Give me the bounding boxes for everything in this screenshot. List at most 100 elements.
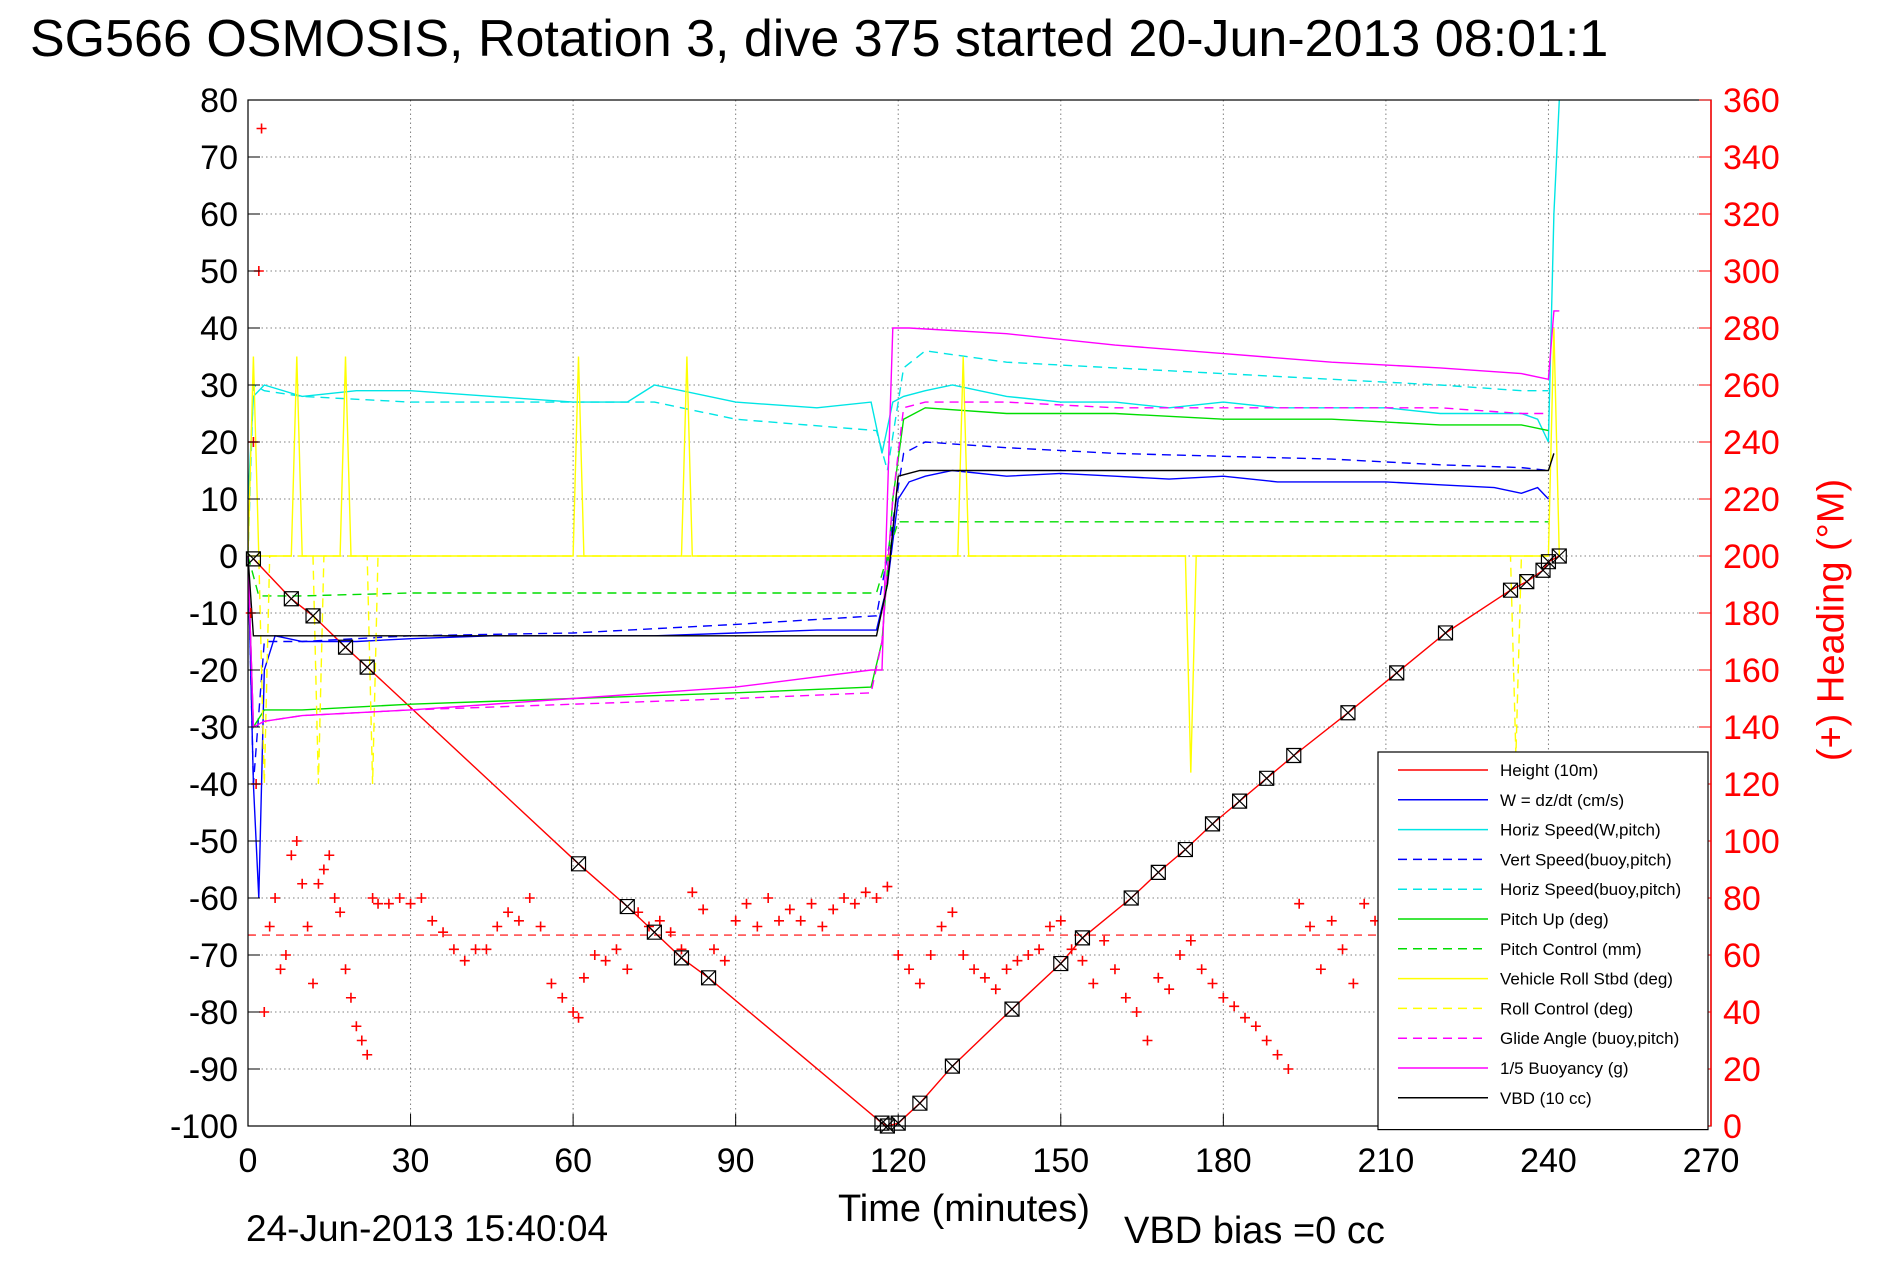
height-marker — [1231, 793, 1248, 809]
heading-marker — [524, 893, 535, 903]
heading-marker — [302, 921, 313, 932]
height-marker — [570, 856, 587, 872]
heading-marker — [1034, 944, 1045, 955]
heading-marker — [1283, 1064, 1294, 1074]
heading-marker — [1023, 950, 1034, 960]
series-line-6 — [247, 521, 1549, 597]
heading-marker — [329, 893, 340, 903]
heading-marker — [286, 850, 297, 861]
heading-marker — [1240, 1012, 1251, 1023]
y-tick-label: -50 — [189, 823, 238, 861]
series-layer — [247, 99, 1560, 1127]
height-marker — [646, 924, 662, 940]
heading-marker — [1153, 972, 1164, 983]
heading-marker — [345, 992, 356, 1003]
heading-marker — [860, 887, 871, 898]
heading-marker — [1077, 955, 1088, 966]
legend-entry: VBD (10 cc) — [1500, 1089, 1592, 1108]
heading-marker — [817, 921, 828, 932]
heading-marker — [763, 893, 774, 903]
series-line-5 — [247, 407, 1549, 730]
heading-marker — [394, 893, 405, 903]
height-marker — [1177, 841, 1193, 858]
heading-marker — [557, 992, 568, 1003]
legend: Height (10m) W = dz/dt (cm/s) Horiz Speed(… — [1377, 751, 1709, 1131]
height-marker — [912, 1095, 928, 1111]
heading-marker — [1131, 1007, 1142, 1017]
y-tick-label: 50 — [200, 253, 238, 291]
heading-marker — [535, 921, 546, 932]
legend-entry: Horiz Speed(buoy,pitch) — [1500, 880, 1681, 899]
x-tick-label: 180 — [1195, 1142, 1252, 1180]
height-marker — [1259, 770, 1275, 786]
heading-marker — [1305, 921, 1316, 932]
heading-marker — [752, 921, 763, 932]
heading-marker — [367, 893, 378, 903]
y-tick-label: 0 — [219, 538, 238, 576]
legend-entry: Pitch Control (mm) — [1500, 940, 1642, 959]
heading-marker — [990, 984, 1001, 995]
series-line-9 — [247, 401, 1549, 729]
y-tick-label: 10 — [200, 481, 238, 519]
heading-marker — [1326, 915, 1337, 926]
series-line-7 — [247, 327, 1560, 773]
y2-tick-label: 60 — [1723, 937, 1761, 975]
x-tick-label: 270 — [1683, 1142, 1740, 1180]
heading-marker — [438, 927, 449, 938]
y2-tick-label: 220 — [1723, 481, 1780, 519]
x-tick-label: 120 — [870, 1142, 927, 1180]
heading-marker — [665, 927, 676, 938]
legend-entry: Horiz Speed(W,pitch) — [1500, 821, 1661, 840]
y2-tick-label: 0 — [1723, 1108, 1742, 1146]
heading-marker — [871, 893, 882, 903]
y2-tick-label: 280 — [1723, 310, 1780, 348]
heading-marker — [313, 878, 324, 889]
y-tick-label: 20 — [200, 424, 238, 462]
heading-marker — [362, 1049, 373, 1060]
heading-marker — [1359, 898, 1370, 909]
heading-marker — [1174, 950, 1185, 960]
heading-marker — [291, 836, 302, 846]
x-tick-label: 150 — [1032, 1142, 1089, 1180]
height-marker — [1389, 665, 1405, 681]
y-tick-label: -100 — [170, 1108, 238, 1146]
heading-marker — [546, 978, 557, 989]
heading-marker — [904, 964, 915, 975]
height-marker — [1519, 574, 1535, 590]
heading-marker — [1272, 1049, 1283, 1060]
heading-marker — [373, 898, 384, 909]
x-axis: 0 30 60 90 120 150 180 210 240 270 — [239, 1114, 1740, 1180]
x-axis-label: Time (minutes) — [838, 1188, 1090, 1230]
y-tick-label: -20 — [189, 652, 238, 690]
height-marker — [305, 608, 321, 624]
heading-marker — [958, 950, 969, 960]
heading-marker — [969, 964, 980, 975]
heading-marker — [698, 904, 709, 915]
heading-marker — [1066, 944, 1077, 955]
heading-marker — [774, 915, 785, 926]
heading-marker — [448, 944, 459, 955]
y-tick-label: -60 — [189, 880, 238, 918]
heading-marker — [573, 1012, 584, 1023]
y-tick-label: -80 — [189, 994, 238, 1032]
y-tick-label: -70 — [189, 937, 238, 975]
chart-title: SG566 OSMOSIS, Rotation 3, dive 375 star… — [30, 10, 1609, 68]
heading-marker — [1044, 921, 1055, 932]
heading-marker — [1218, 992, 1229, 1003]
y-axis-right-label: (+) Heading (°M) — [1810, 478, 1853, 762]
y2-tick-label: 160 — [1723, 652, 1780, 690]
x-tick-label: 30 — [392, 1142, 430, 1180]
series-line-10 — [247, 310, 1560, 729]
heading-marker — [979, 972, 990, 983]
y-tick-label: 60 — [200, 196, 238, 234]
series-line-1 — [247, 469, 1549, 899]
heading-marker — [383, 898, 394, 909]
y2-tick-label: 200 — [1723, 538, 1780, 576]
x-tick-label: 210 — [1358, 1142, 1415, 1180]
heading-marker — [611, 944, 622, 955]
y-tick-label: -30 — [189, 709, 238, 747]
heading-marker — [828, 904, 839, 915]
heading-marker — [1207, 978, 1218, 989]
heading-marker — [308, 978, 319, 989]
